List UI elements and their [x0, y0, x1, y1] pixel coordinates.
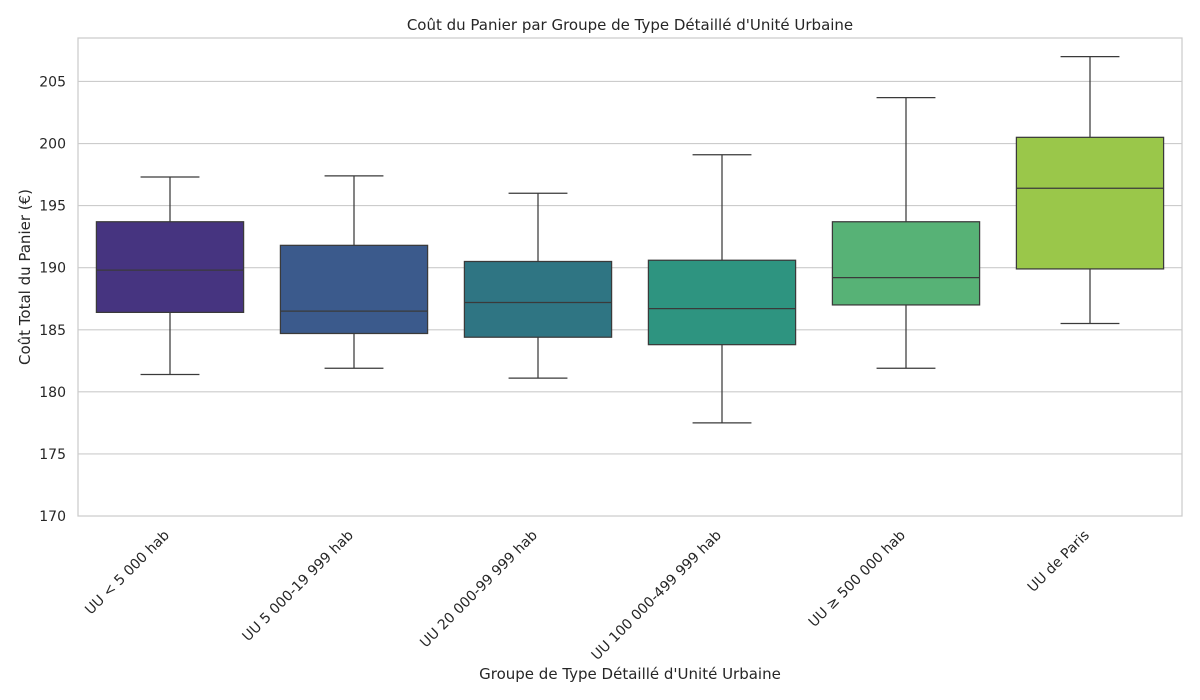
y-tick-label: 170	[39, 509, 66, 525]
x-tick-label: UU < 5 000 hab	[82, 527, 173, 618]
y-tick-label: 205	[39, 74, 66, 90]
grid-lines	[78, 80, 1182, 517]
x-tick-label: UU de Paris	[1025, 528, 1093, 596]
y-axis-title: Coût Total du Panier (€)	[16, 189, 34, 365]
y-tick-label: 185	[39, 323, 66, 339]
box-body	[463, 260, 613, 338]
box-5	[831, 96, 981, 369]
box-6	[1015, 55, 1165, 325]
x-axis-ticks: UU < 5 000 hab UU 5 000-19 999 hab UU 20 0…	[82, 527, 1093, 663]
box-body	[279, 244, 429, 335]
x-tick-label: UU 100 000-499 999 hab	[589, 527, 725, 663]
x-tick-label: UU 5 000-19 999 hab	[240, 527, 357, 644]
box-body	[95, 221, 245, 314]
y-tick-label: 200	[39, 137, 66, 153]
box-3	[463, 192, 613, 379]
x-tick-label: UU 20 000-99 999 hab	[417, 527, 541, 651]
box-4	[647, 154, 797, 424]
plot-frame	[77, 37, 1183, 517]
box-2	[279, 175, 429, 369]
x-axis-title: Groupe de Type Détaillé d'Unité Urbaine	[479, 665, 781, 683]
box-body	[1015, 136, 1165, 270]
box-1	[95, 176, 245, 376]
y-tick-label: 180	[39, 385, 66, 401]
y-axis-ticks: 170 175 180 185 190 195 200 205	[39, 74, 66, 525]
y-tick-label: 195	[39, 199, 66, 215]
boxes	[95, 55, 1165, 424]
y-tick-label: 190	[39, 261, 66, 277]
box-body	[831, 221, 981, 306]
x-tick-label: UU ≥ 500 000 hab	[806, 527, 909, 630]
y-tick-label: 175	[39, 447, 66, 463]
chart-title: Coût du Panier par Groupe de Type Détail…	[407, 16, 853, 34]
box-body	[647, 259, 797, 346]
